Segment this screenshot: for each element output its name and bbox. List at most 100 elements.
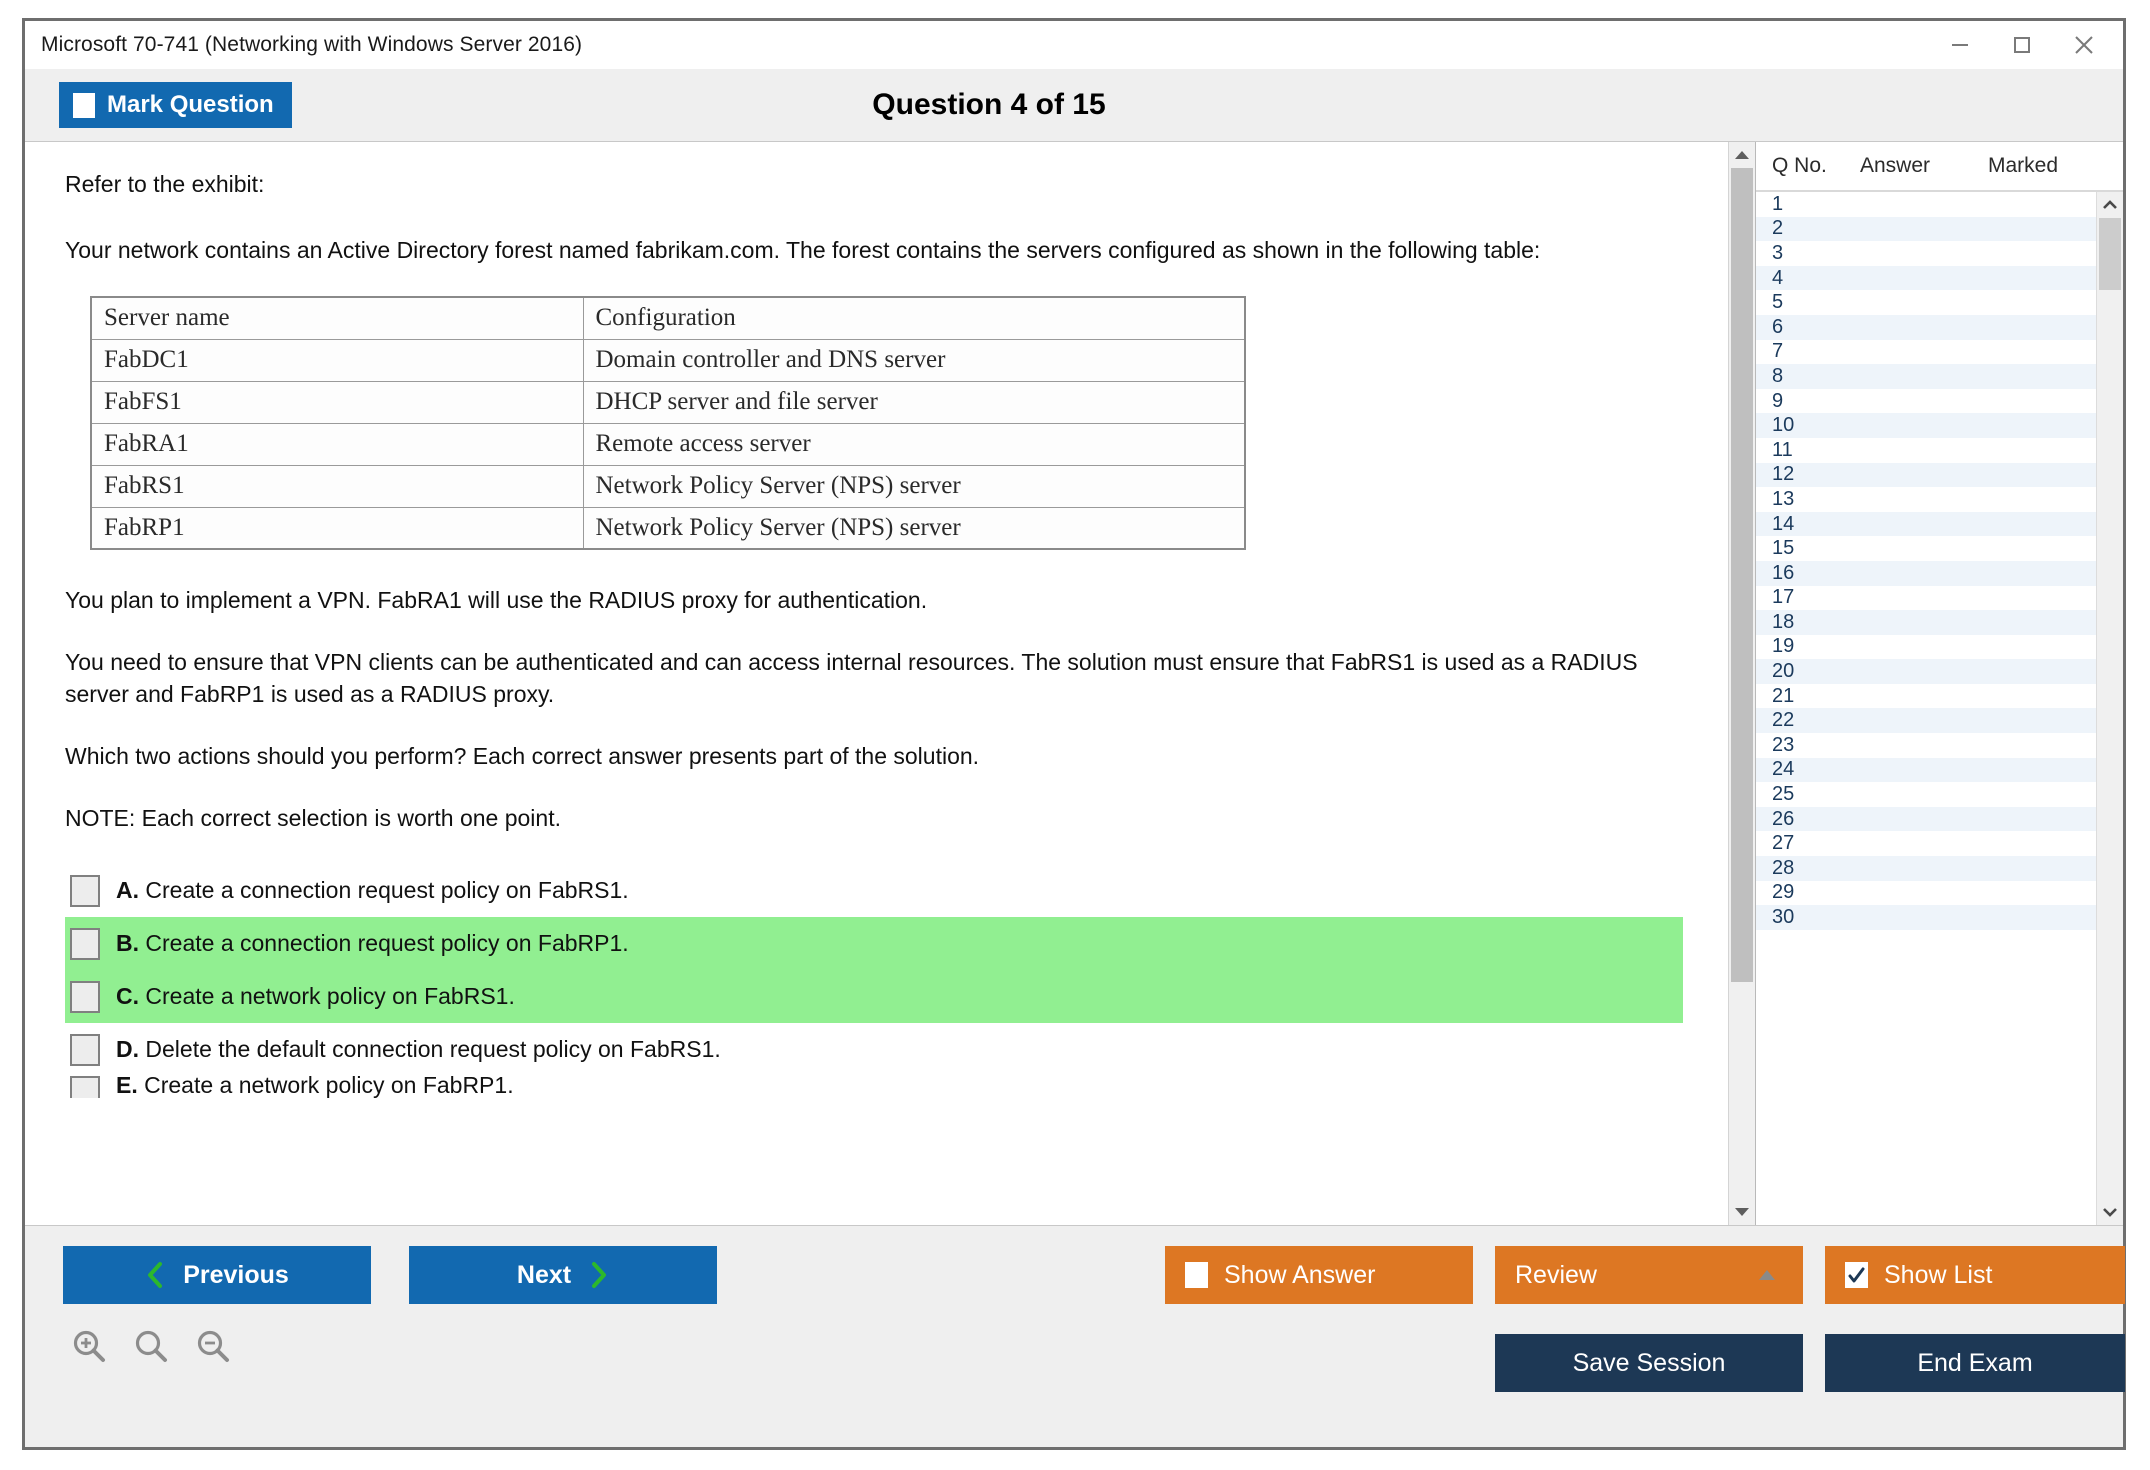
scroll-up-button[interactable] xyxy=(1729,142,1755,168)
question-list-row[interactable]: 16 xyxy=(1756,560,2096,586)
question-list-row[interactable]: 20 xyxy=(1756,659,2096,684)
maximize-button[interactable] xyxy=(1991,21,2053,69)
qlist-scrollbar-track[interactable] xyxy=(2097,218,2123,1199)
scrollbar-thumb[interactable] xyxy=(1731,168,1753,983)
qlist-scroll-down-button[interactable] xyxy=(2097,1199,2123,1225)
answer-option[interactable]: E. Create a network policy on FabRP1. xyxy=(65,1076,1683,1098)
question-list-row[interactable]: 26 xyxy=(1756,806,2096,832)
question-list-row[interactable]: 25 xyxy=(1756,782,2096,807)
question-list-row[interactable]: 17 xyxy=(1756,585,2096,611)
answer-option-checkbox[interactable] xyxy=(70,1076,100,1098)
triangle-up-icon xyxy=(1759,1270,1775,1280)
question-list-row[interactable]: 9 xyxy=(1756,388,2096,414)
question-list-row[interactable]: 2 xyxy=(1756,216,2096,242)
question-list-row[interactable]: 21 xyxy=(1756,683,2096,709)
question-list-row-number: 24 xyxy=(1772,758,1795,781)
question-list-row-number: 12 xyxy=(1772,463,1795,486)
question-list-row[interactable]: 19 xyxy=(1756,634,2096,660)
question-list-row[interactable]: 22 xyxy=(1756,708,2096,734)
show-answer-label: Show Answer xyxy=(1224,1260,1376,1289)
question-list-row[interactable]: 7 xyxy=(1756,339,2096,365)
close-icon xyxy=(2075,36,2093,54)
previous-button[interactable]: Previous xyxy=(63,1246,371,1304)
scrollbar-track[interactable] xyxy=(1729,168,1755,1199)
answer-option[interactable]: D. Delete the default connection request… xyxy=(65,1023,1683,1076)
window-title: Microsoft 70-741 (Networking with Window… xyxy=(41,33,583,56)
question-list-row[interactable]: 3 xyxy=(1756,241,2096,266)
exhibit-table-cell: FabRA1 xyxy=(90,422,584,466)
end-exam-button[interactable]: End Exam xyxy=(1825,1334,2125,1392)
zoom-out-icon[interactable] xyxy=(193,1326,233,1366)
question-list-row[interactable]: 24 xyxy=(1756,757,2096,783)
question-list-row-number: 20 xyxy=(1772,660,1795,683)
answer-option[interactable]: C. Create a network policy on FabRS1. xyxy=(65,970,1683,1023)
review-button[interactable]: Review xyxy=(1495,1246,1803,1304)
qlist-scroll-up-button[interactable] xyxy=(2097,192,2123,218)
question-list-row-number: 2 xyxy=(1772,217,1784,240)
answer-option[interactable]: A. Create a connection request policy on… xyxy=(65,864,1683,917)
answer-option[interactable]: B. Create a connection request policy on… xyxy=(65,917,1683,970)
next-button-label: Next xyxy=(516,1260,572,1289)
question-intro: Refer to the exhibit: xyxy=(65,171,265,197)
question-list-row[interactable]: 11 xyxy=(1756,437,2096,463)
answer-option-checkbox[interactable] xyxy=(70,927,100,960)
question-list-row[interactable]: 12 xyxy=(1756,462,2096,488)
show-answer-checkbox[interactable] xyxy=(1185,1262,1208,1288)
exhibit-table-row: FabDC1 Domain controller and DNS server xyxy=(90,338,1246,382)
save-session-label: Save Session xyxy=(1572,1348,1726,1377)
question-paragraph-5: NOTE: Each correct selection is worth on… xyxy=(65,805,561,831)
question-list-row[interactable]: 5 xyxy=(1756,290,2096,315)
question-list-row[interactable]: 8 xyxy=(1756,364,2096,389)
answer-option-checkbox[interactable] xyxy=(70,980,100,1013)
question-paragraph-2: You plan to implement a VPN. FabRA1 will… xyxy=(65,587,928,613)
minimize-button[interactable] xyxy=(1929,21,1991,69)
question-list-row[interactable]: 10 xyxy=(1756,413,2096,438)
show-answer-button[interactable]: Show Answer xyxy=(1165,1246,1473,1304)
close-button[interactable] xyxy=(2053,21,2115,69)
answer-option-checkbox[interactable] xyxy=(70,1033,100,1066)
exhibit-table-cell: Remote access server xyxy=(582,422,1246,466)
question-list-row-number: 11 xyxy=(1772,438,1793,461)
zoom-reset-icon[interactable] xyxy=(131,1326,171,1366)
zoom-in-icon[interactable] xyxy=(69,1326,109,1366)
answer-option-checkbox[interactable] xyxy=(70,874,100,907)
next-button[interactable]: Next xyxy=(409,1246,717,1304)
question-list-row[interactable]: 15 xyxy=(1756,536,2096,561)
question-list-row[interactable]: 28 xyxy=(1756,856,2096,881)
minimize-icon xyxy=(1952,44,1968,46)
exhibit-table-row: FabRA1 Remote access server xyxy=(90,422,1246,466)
mark-question-checkbox[interactable] xyxy=(73,92,95,118)
bottom-toolbar: Previous Next Show Answer Review Sho xyxy=(25,1225,2125,1447)
maximize-icon xyxy=(2014,37,2030,53)
save-session-button[interactable]: Save Session xyxy=(1495,1334,1803,1392)
scroll-down-button[interactable] xyxy=(1729,1199,1755,1225)
exhibit-table-row: FabFS1 DHCP server and file server xyxy=(90,380,1246,424)
qlist-scrollbar-thumb[interactable] xyxy=(2099,218,2121,290)
question-list-row-number: 17 xyxy=(1772,586,1795,609)
question-list-row-number: 13 xyxy=(1772,487,1795,510)
question-paragraph-1: Your network contains an Active Director… xyxy=(65,237,1541,263)
question-list-row[interactable]: 29 xyxy=(1756,880,2096,906)
question-list-row[interactable]: 1 xyxy=(1756,192,2096,217)
question-list-row[interactable]: 18 xyxy=(1756,610,2096,635)
question-list-row[interactable]: 30 xyxy=(1756,905,2096,930)
exhibit-table-cell: Network Policy Server (NPS) server xyxy=(582,506,1246,550)
question-pane-scrollbar[interactable] xyxy=(1728,142,1755,1225)
question-list-row[interactable]: 27 xyxy=(1756,831,2096,857)
end-exam-label: End Exam xyxy=(1917,1348,2033,1377)
question-list-row[interactable]: 23 xyxy=(1756,733,2096,758)
show-list-checkbox[interactable] xyxy=(1845,1262,1868,1288)
question-list-row[interactable]: 6 xyxy=(1756,314,2096,340)
question-list-row[interactable]: 13 xyxy=(1756,487,2096,512)
question-list-row-number: 5 xyxy=(1772,291,1784,314)
question-list-row[interactable]: 14 xyxy=(1756,511,2096,537)
question-list-scrollbar[interactable] xyxy=(2096,192,2123,1225)
body-area: Refer to the exhibit: Your network conta… xyxy=(25,141,2123,1225)
show-list-button[interactable]: Show List xyxy=(1825,1246,2125,1304)
question-list-row-number: 10 xyxy=(1772,414,1795,437)
exhibit-table-cell: DHCP server and file server xyxy=(582,380,1246,424)
mark-question-button[interactable]: Mark Question xyxy=(59,82,292,128)
answer-option-label: A. Create a connection request policy on… xyxy=(116,877,629,903)
question-list-row[interactable]: 4 xyxy=(1756,265,2096,291)
chevron-down-icon xyxy=(1735,1208,1749,1216)
